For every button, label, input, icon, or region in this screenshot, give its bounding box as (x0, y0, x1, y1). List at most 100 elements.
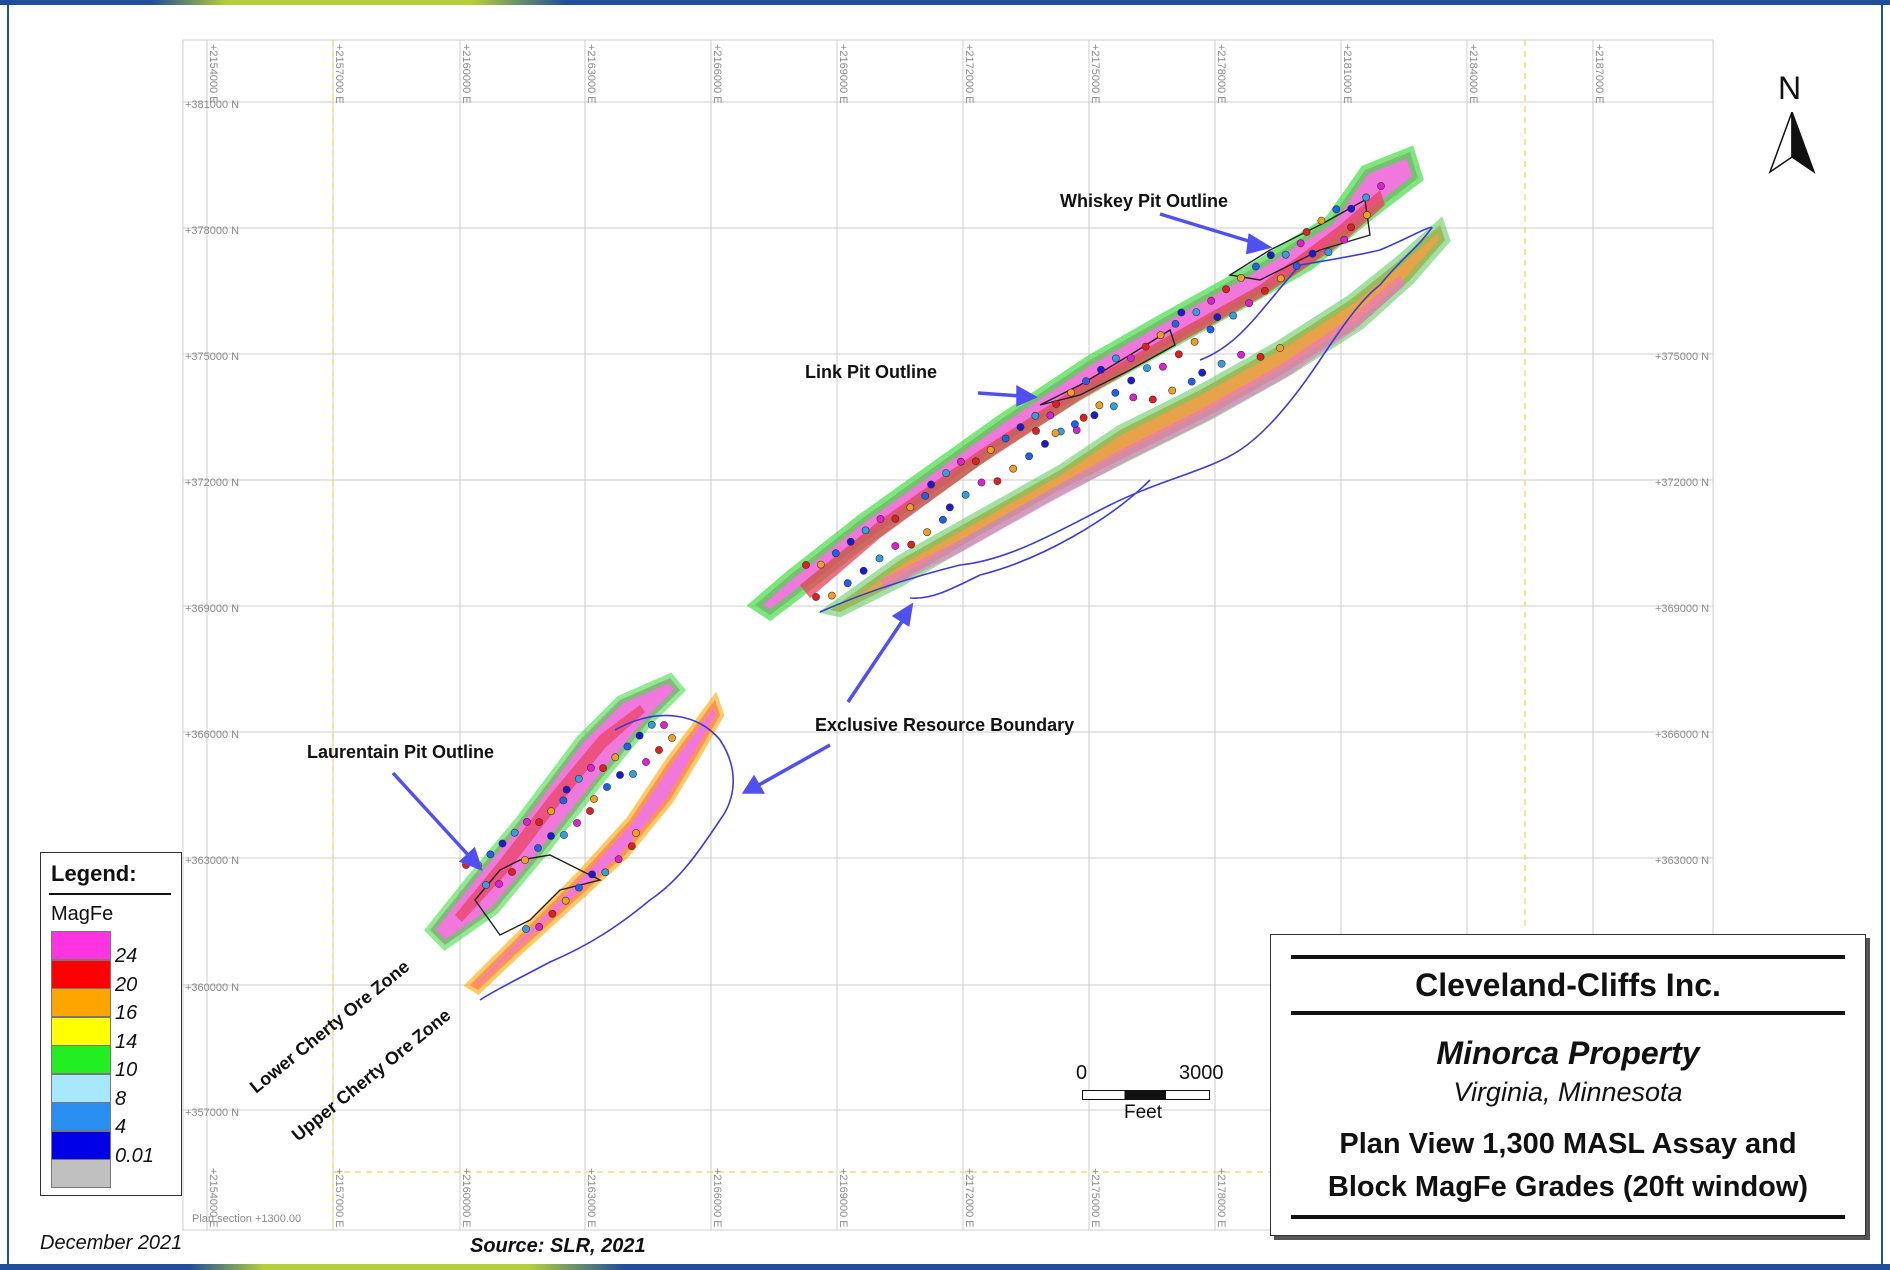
drill-hole-point (1252, 262, 1260, 271)
drill-hole-point (1190, 337, 1199, 346)
drill-hole-point (495, 880, 503, 888)
drill-hole-point (1292, 262, 1301, 270)
drill-hole-point (482, 881, 490, 889)
company-name: Cleveland-Cliffs Inc. (1415, 967, 1721, 1003)
drill-hole-point (927, 480, 935, 489)
drill-hole-point (1041, 439, 1049, 448)
legend-value: 10 (115, 1059, 138, 1081)
drill-hole-point (599, 764, 607, 772)
drill-hole-point (1097, 365, 1105, 374)
drill-hole-point (1266, 251, 1275, 259)
drill-hole-point (1261, 286, 1269, 295)
drill-hole-point (559, 796, 568, 805)
drill-hole-point (923, 528, 931, 537)
drill-hole-point (1046, 411, 1055, 420)
easting-label-top: +2154000 E (207, 44, 219, 104)
scale-unit-label: Feet (1124, 1102, 1163, 1123)
drill-hole-point (611, 753, 620, 762)
legend-title: Legend: (51, 861, 137, 886)
drill-hole-point (1067, 388, 1075, 397)
drill-hole-point (1362, 193, 1370, 202)
drill-hole-point (1095, 401, 1104, 410)
drill-hole-point (1187, 377, 1196, 386)
ore-zone-ne-upper (817, 216, 1451, 618)
legend-swatch (51, 1102, 111, 1131)
drill-hole-point (1016, 423, 1025, 431)
drill-hole-point (1052, 400, 1061, 408)
drill-hole-point (945, 503, 954, 512)
exclusive-resource-boundary (479, 226, 1433, 1001)
north-arrow: N (1762, 70, 1822, 190)
northing-label-right: +369000 N (1655, 603, 1709, 615)
easting-label-top: +2175000 E (1089, 44, 1101, 104)
drill-hole-point (859, 566, 868, 575)
zone-label-upper-cherty: Upper Cherty Ore Zone (288, 1005, 454, 1145)
drill-hole-point (1308, 249, 1317, 258)
drill-hole-point (907, 540, 916, 549)
legend-swatch (51, 988, 111, 1017)
drill-hole-point (1109, 402, 1118, 411)
legend-value: 20 (115, 973, 138, 996)
footer-date: December 2021 (40, 1232, 183, 1254)
easting-label-bottom: +2169000 E (837, 1168, 849, 1228)
drill-hole-point (1126, 354, 1135, 362)
northing-labels-left: +381000 N +378000 N +375000 N +372000 N +369… (185, 99, 239, 1119)
drill-hole-point (1156, 331, 1165, 340)
drill-hole-point (1317, 216, 1326, 225)
footer-source: Source: SLR, 2021 (470, 1235, 646, 1257)
drill-hole-point (632, 829, 640, 837)
callout-laurentain-pit: Laurentain Pit Outline (307, 742, 494, 762)
scale-bar: 0 3000 Feet (1076, 1062, 1246, 1132)
northing-labels-right: +375000 N +372000 N +369000 N +366000 N +363… (1655, 351, 1709, 867)
easting-label-top: +2166000 E (711, 44, 723, 104)
property-name: Minorca Property (1436, 1035, 1700, 1071)
drill-hole-point (1222, 285, 1230, 294)
legend-swatch (51, 1045, 111, 1074)
drill-hole-point (534, 844, 542, 852)
northing-label-right: +363000 N (1655, 855, 1709, 867)
northing-label-left: +378000 N (185, 225, 239, 237)
north-arrow-icon (1768, 112, 1816, 174)
drill-hole-point (802, 561, 810, 569)
drill-hole-point (1143, 364, 1151, 372)
drill-hole-point (642, 758, 650, 766)
legend-swatch (51, 959, 111, 989)
drill-hole-point (1347, 223, 1355, 232)
drill-hole-point (1168, 386, 1177, 395)
northing-label-left: +366000 N (185, 729, 239, 741)
drill-hole-point (993, 477, 1002, 485)
title-rule-top (1291, 955, 1845, 959)
drill-hole-point (486, 850, 495, 859)
drill-hole-point (629, 770, 637, 778)
easting-label-bottom: +2166000 E (711, 1168, 723, 1228)
easting-label-bottom: +2172000 E (963, 1168, 975, 1228)
easting-label-top: +2163000 E (585, 44, 597, 104)
legend-value: 8 (115, 1087, 127, 1110)
easting-label-top: +2169000 E (837, 44, 849, 104)
easting-labels-bottom: +2154000 E +2157000 E +2160000 E +2163000 E… (207, 1168, 1227, 1228)
northing-label-left: +357000 N (185, 1107, 239, 1119)
legend-swatch (51, 1016, 111, 1046)
drill-hole-point (891, 514, 900, 523)
drill-hole-point (1206, 325, 1215, 334)
title-rule-bottom (1291, 1215, 1845, 1219)
drill-hole-point (586, 807, 594, 815)
drill-hole-point (521, 856, 529, 864)
drill-hole-point (647, 720, 656, 729)
map-frame (182, 39, 1714, 1231)
drill-hole-point (1090, 411, 1099, 420)
northing-label-left: +375000 N (185, 351, 239, 363)
drill-hole-point (510, 828, 519, 837)
laurentain-pit-outline (474, 854, 603, 936)
drill-hole-point (522, 925, 530, 933)
drill-hole-point (614, 855, 623, 864)
drill-hole-point (971, 457, 980, 466)
drill-hole-point (1111, 388, 1120, 397)
drill-hole-point (668, 734, 676, 742)
drill-hole-point (1192, 308, 1201, 316)
drill-hole-point (861, 526, 870, 535)
drill-hole-point (1009, 464, 1018, 473)
drill-hole-point (1032, 427, 1040, 435)
